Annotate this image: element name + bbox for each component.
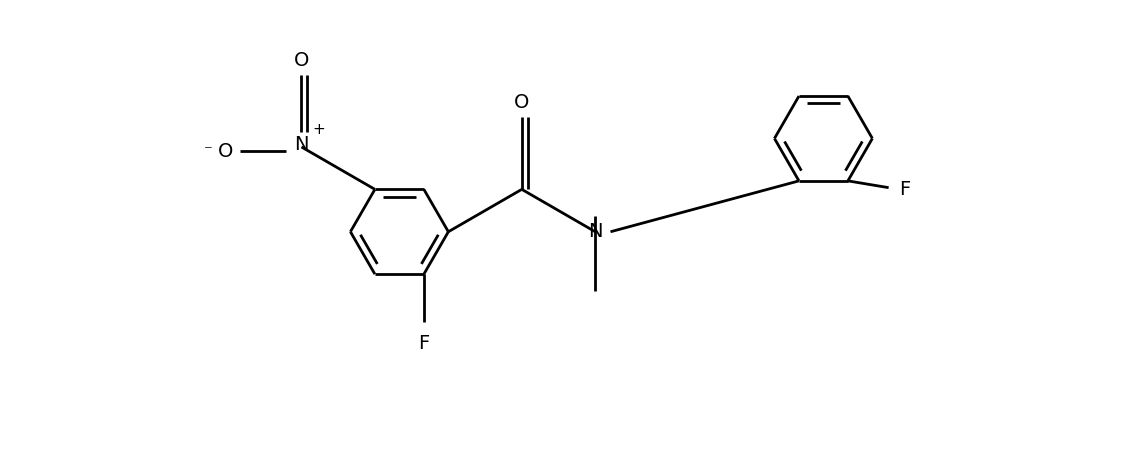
Text: O: O [514,93,529,112]
Text: F: F [419,334,429,353]
Text: +: + [312,123,324,137]
Text: O: O [294,51,310,70]
Text: N: N [295,135,308,154]
Text: F: F [899,180,910,199]
Text: N: N [588,222,602,241]
Text: ⁻: ⁻ [204,142,213,160]
Text: O: O [217,142,233,160]
